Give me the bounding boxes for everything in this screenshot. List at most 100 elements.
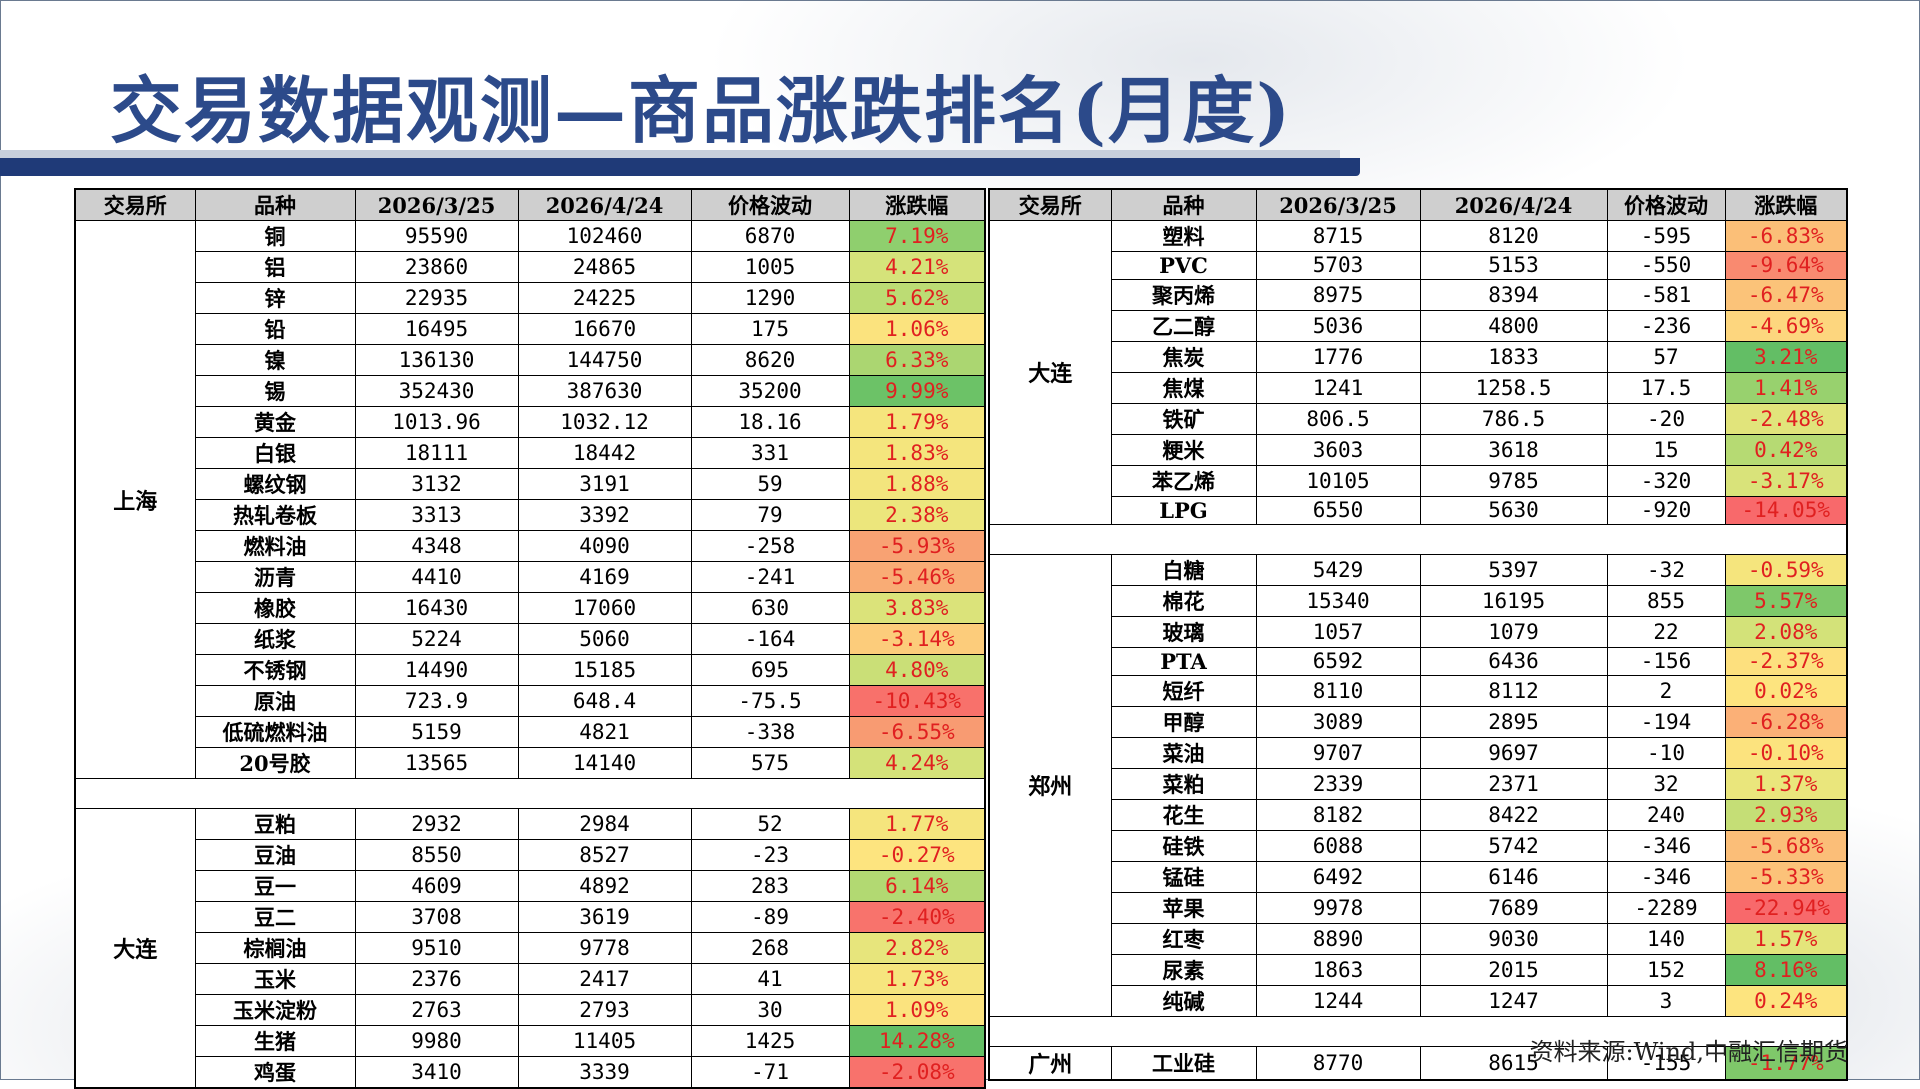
- table-row: 大连 塑料 8715 8120 -595 -6.83%: [988, 220, 1848, 525]
- price-change-cell: -920: [1606, 495, 1726, 525]
- table-row: 黄金 1013.96 1032.12 18.16 1.79%: [75, 406, 986, 438]
- price-change-cell: 3: [1606, 984, 1726, 1017]
- table-row: 低硫燃料油 5159 4821 -338 -6.55%: [75, 716, 986, 748]
- pct-change-cell: 1.06%: [848, 313, 986, 345]
- variety-cell: 铝: [194, 251, 356, 283]
- price-end-cell: 786.5: [1419, 402, 1608, 435]
- price-end-cell: 2793: [517, 994, 692, 1026]
- price-start-cell: 8890: [1255, 922, 1421, 955]
- pct-change-cell: 1.88%: [848, 468, 986, 500]
- table-row: 甲醇 3089 2895 -194 -6.28%: [989, 705, 1848, 738]
- variety-cell: LPG: [1110, 495, 1257, 525]
- price-change-cell: 41: [690, 963, 850, 995]
- variety-cell: 白糖: [1110, 553, 1257, 586]
- price-end-cell: 17060: [517, 592, 692, 624]
- pct-change-cell: -3.14%: [848, 623, 986, 655]
- table-row: 菜油 9707 9697 -10 -0.10%: [989, 736, 1848, 769]
- variety-cell: 菜油: [1110, 736, 1257, 769]
- variety-cell: 玉米: [194, 963, 356, 995]
- separator-cell: [75, 778, 985, 809]
- price-start-cell: 8715: [1255, 220, 1421, 252]
- price-end-cell: 9778: [517, 932, 692, 964]
- price-start-cell: 8975: [1255, 278, 1421, 311]
- price-start-cell: 2932: [354, 808, 519, 840]
- table-row: 橡胶 16430 17060 630 3.83%: [75, 592, 986, 624]
- pct-change-cell: 4.80%: [848, 654, 986, 686]
- exchange-cell: 大连: [74, 808, 196, 1089]
- pct-change-cell: 2.08%: [1724, 615, 1848, 648]
- price-start-cell: 2339: [1255, 767, 1421, 800]
- price-start-cell: 14490: [354, 654, 519, 686]
- variety-cell: 锌: [194, 282, 356, 314]
- price-start-cell: 9510: [354, 932, 519, 964]
- pct-change-cell: 1.79%: [848, 406, 986, 438]
- pct-change-cell: -14.05%: [1724, 495, 1848, 525]
- price-end-cell: 6146: [1419, 860, 1608, 893]
- price-change-cell: 17.5: [1606, 371, 1726, 404]
- price-change-cell: 1425: [690, 1025, 850, 1057]
- price-start-cell: 2763: [354, 994, 519, 1026]
- variety-cell: 生猪: [194, 1025, 356, 1057]
- price-change-cell: 268: [690, 932, 850, 964]
- price-change-cell: -550: [1606, 251, 1726, 280]
- price-start-cell: 5159: [354, 716, 519, 748]
- price-start-cell: 6592: [1255, 646, 1421, 676]
- table-row: 锰硅 6492 6146 -346 -5.33%: [989, 860, 1848, 893]
- pct-change-cell: 3.83%: [848, 592, 986, 624]
- price-start-cell: 15340: [1255, 584, 1421, 617]
- table-row: 乙二醇 5036 4800 -236 -4.69%: [989, 309, 1848, 342]
- table-row: 铅 16495 16670 175 1.06%: [75, 313, 986, 345]
- price-change-cell: 18.16: [690, 406, 850, 438]
- variety-cell: 苯乙烯: [1110, 464, 1257, 497]
- table-row: 豆一 4609 4892 283 6.14%: [75, 870, 986, 902]
- table-header-row: 交易所 品种 2026/3/25 2026/4/24 价格波动 涨跌幅: [988, 188, 1848, 221]
- variety-cell: 粳米: [1110, 433, 1257, 466]
- variety-cell: 聚丙烯: [1110, 278, 1257, 311]
- variety-cell: 棕榈油: [194, 932, 356, 964]
- price-change-cell: 1005: [690, 251, 850, 283]
- price-change-cell: -23: [690, 839, 850, 871]
- pct-change-cell: 0.02%: [1724, 674, 1848, 707]
- price-start-cell: 18111: [354, 437, 519, 469]
- price-start-cell: 806.5: [1255, 402, 1421, 435]
- price-change-cell: -346: [1606, 860, 1726, 893]
- price-start-cell: 3089: [1255, 705, 1421, 738]
- price-change-cell: 57: [1606, 340, 1726, 373]
- right-commodity-table: 交易所 品种 2026/3/25 2026/4/24 价格波动 涨跌幅 大连 塑料…: [988, 188, 1848, 1081]
- price-change-cell: 331: [690, 437, 850, 469]
- table-row: 生猪 9980 11405 1425 14.28%: [75, 1025, 986, 1057]
- pct-change-cell: 8.16%: [1724, 953, 1848, 986]
- table-row: 燃料油 4348 4090 -258 -5.93%: [75, 530, 986, 562]
- price-start-cell: 723.9: [354, 685, 519, 717]
- left-commodity-table: 交易所 品种 2026/3/25 2026/4/24 价格波动 涨跌幅 上海铜 9…: [74, 188, 986, 1089]
- price-start-cell: 1244: [1255, 984, 1421, 1017]
- header-pct-change: 涨跌幅: [1724, 188, 1848, 221]
- table-row: 聚丙烯 8975 8394 -581 -6.47%: [989, 278, 1848, 311]
- variety-cell: 不锈钢: [194, 654, 356, 686]
- table-row: 原油 723.9 648.4 -75.5 -10.43%: [75, 685, 986, 717]
- price-change-cell: 283: [690, 870, 850, 902]
- price-change-cell: -89: [690, 901, 850, 933]
- price-end-cell: 2895: [1419, 705, 1608, 738]
- price-end-cell: 3618: [1419, 433, 1608, 466]
- pct-change-cell: 1.83%: [848, 437, 986, 469]
- table-row: 豆二 3708 3619 -89 -2.40%: [75, 901, 986, 933]
- table-row: 不锈钢 14490 15185 695 4.80%: [75, 654, 986, 686]
- variety-cell: 鸡蛋: [194, 1056, 356, 1089]
- price-change-cell: 140: [1606, 922, 1726, 955]
- price-change-cell: 15: [1606, 433, 1726, 466]
- price-start-cell: 4609: [354, 870, 519, 902]
- table-row: 铁矿 806.5 786.5 -20 -2.48%: [989, 402, 1848, 435]
- table-row: 郑州 白糖 5429 5397 -32 -0.59%: [988, 553, 1848, 1017]
- price-change-cell: -156: [1606, 646, 1726, 676]
- price-change-cell: 30: [690, 994, 850, 1026]
- price-start-cell: 95590: [354, 220, 519, 252]
- price-end-cell: 8112: [1419, 674, 1608, 707]
- pct-change-cell: -2.08%: [848, 1056, 986, 1089]
- price-end-cell: 3339: [517, 1056, 692, 1089]
- price-change-cell: -155: [1606, 1045, 1726, 1081]
- variety-cell: 锰硅: [1110, 860, 1257, 893]
- variety-cell: 焦煤: [1110, 371, 1257, 404]
- price-start-cell: 16495: [354, 313, 519, 345]
- table-row: 菜粕 2339 2371 32 1.37%: [989, 767, 1848, 800]
